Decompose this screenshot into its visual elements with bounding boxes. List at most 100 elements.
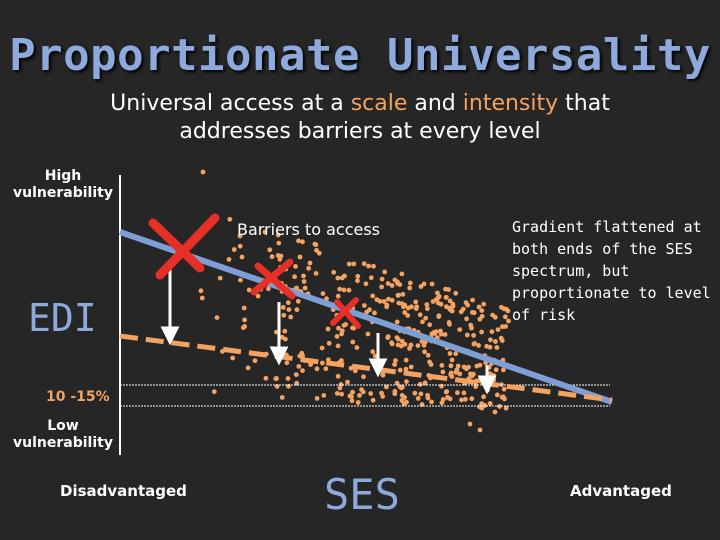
scatter-dot <box>345 379 350 385</box>
scatter-dot <box>440 397 446 402</box>
scatter-dot <box>494 345 500 350</box>
scatter-dot <box>435 290 440 296</box>
scatter-dot <box>417 312 423 318</box>
scatter-dot <box>447 321 452 327</box>
scatter-dot <box>335 373 341 379</box>
scatter-dot <box>399 301 405 306</box>
scatter-dot <box>242 317 248 323</box>
scatter-dot <box>296 238 301 244</box>
scatter-dot <box>301 279 307 284</box>
scatter-dot <box>494 392 500 398</box>
scatter-dot <box>292 274 297 280</box>
scatter-dot <box>422 349 427 355</box>
scatter-dot <box>448 372 454 377</box>
scatter-dot <box>418 391 424 397</box>
scatter-dot <box>394 319 400 325</box>
scatter-dot <box>331 269 337 275</box>
scatter-dot <box>422 380 428 386</box>
scatter-dot <box>379 390 384 396</box>
scatter-dot <box>501 306 507 312</box>
scatter-dot <box>285 376 291 381</box>
scatter-dot <box>363 281 369 287</box>
scatter-dot <box>286 307 292 312</box>
scatter-dot <box>455 390 460 396</box>
scatter-dot <box>469 396 475 402</box>
scatter-dot <box>350 325 355 331</box>
scatter-dot <box>471 310 477 316</box>
scatter-dot <box>453 351 459 357</box>
scatter-dot <box>350 389 355 395</box>
scatter-dot <box>405 313 411 318</box>
scatter-dot <box>435 300 441 306</box>
scatter-dot <box>341 287 347 293</box>
scatter-dot <box>446 287 451 292</box>
scatter-dot <box>419 339 425 344</box>
scatter-dot <box>395 293 401 298</box>
scatter-dot <box>457 327 463 332</box>
scatter-dot <box>495 327 501 332</box>
scatter-dot <box>408 342 414 348</box>
scatter-dot <box>449 357 455 363</box>
scatter-dot <box>392 391 398 397</box>
cross-icon <box>250 258 296 300</box>
scatter-dot <box>282 328 288 334</box>
scatter-dot <box>450 301 456 307</box>
scatter-dot <box>355 400 361 405</box>
scatter-dot <box>429 399 434 405</box>
scatter-dot <box>449 308 455 314</box>
gradient-line-orange <box>119 333 613 403</box>
scatter-dot <box>350 339 356 345</box>
scatter-dot <box>231 247 237 252</box>
scatter-dot <box>370 397 376 403</box>
scatter-dot <box>323 366 329 372</box>
scatter-dot <box>436 314 442 319</box>
scatter-dot <box>354 345 360 350</box>
x-axis-title: SES <box>324 470 400 519</box>
scatter-dot <box>479 308 485 313</box>
scatter-dot <box>349 398 355 404</box>
scatter-dot <box>240 325 246 331</box>
scatter-dot <box>275 232 281 238</box>
scatter-dot <box>458 309 464 315</box>
scatter-dot <box>471 341 477 347</box>
scatter-dot <box>320 291 326 296</box>
scatter-dot <box>370 293 376 299</box>
subtitle: Universal access at a scale and intensit… <box>0 90 720 146</box>
scatter-dot <box>381 299 387 304</box>
scatter-dot <box>469 325 474 331</box>
scatter-dot <box>355 273 361 279</box>
scatter-dot <box>227 216 233 222</box>
scatter-dot <box>454 367 460 373</box>
scatter-dot <box>427 322 433 328</box>
scatter-dot <box>443 389 449 395</box>
x-right-label: Advantaged <box>570 482 672 500</box>
scatter-dot <box>477 316 483 322</box>
scatter-dot <box>263 375 269 381</box>
scatter-dot <box>275 253 281 258</box>
scatter-dot <box>326 340 332 346</box>
scatter-dot <box>476 343 481 348</box>
scatter-dot <box>377 298 383 304</box>
scatter-dot <box>389 297 395 303</box>
scatter-dot <box>266 286 271 292</box>
scatter-dot <box>399 271 405 277</box>
scatter-dot <box>334 334 340 339</box>
scatter-dot <box>199 295 205 301</box>
scatter-dot <box>384 384 389 390</box>
scatter-dot <box>274 384 280 389</box>
scatter-dot <box>342 273 347 279</box>
scatter-dot <box>346 287 352 293</box>
scatter-dot <box>352 368 358 374</box>
scatter-dot <box>423 315 429 321</box>
scatter-dot <box>407 285 413 291</box>
scatter-dot <box>365 331 371 337</box>
scatter-dot <box>493 339 498 344</box>
scatter-dot <box>320 360 325 366</box>
cross-icon <box>330 297 361 329</box>
scatter-dot <box>421 342 427 348</box>
scatter-dot <box>400 384 405 390</box>
gradient-line-blue <box>119 229 613 405</box>
scatter-dot <box>385 281 391 286</box>
scatter-dot <box>368 391 374 396</box>
scatter-dot <box>453 290 459 296</box>
